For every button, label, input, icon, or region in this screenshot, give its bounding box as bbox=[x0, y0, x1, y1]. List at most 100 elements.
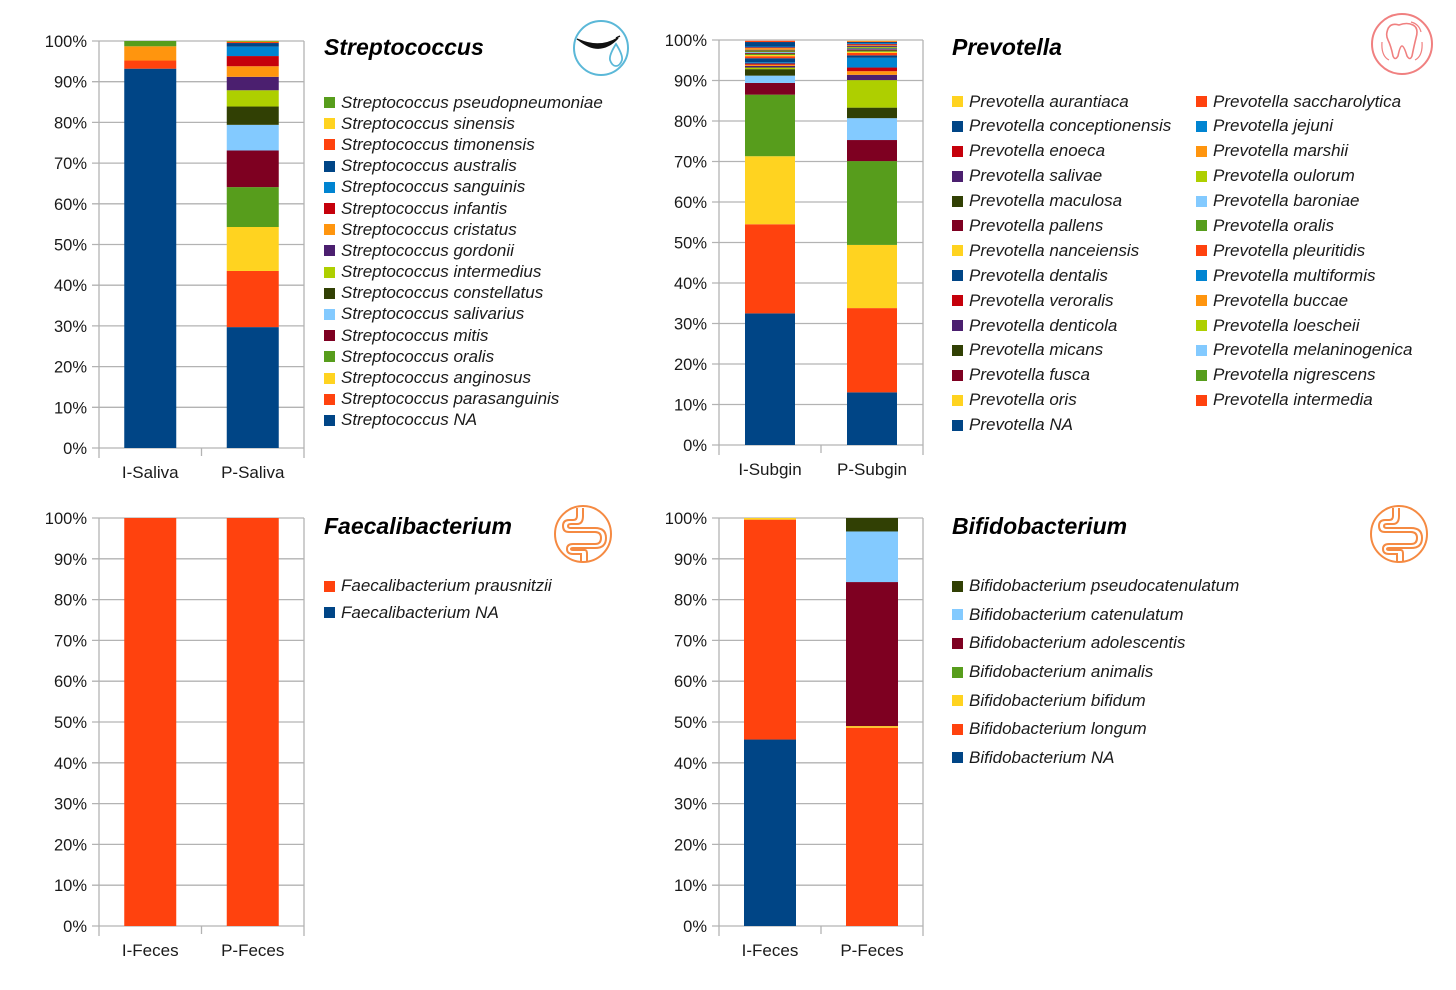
legend-item-faecalibacterium-prausnitzii: Faecalibacterium prausnitzii bbox=[324, 573, 552, 600]
legend-label: Prevotella denticola bbox=[969, 315, 1118, 335]
bar-segment-p-saliva-streptococcus-na bbox=[226, 327, 279, 448]
legend-item-streptococcus-na: Streptococcus NA bbox=[324, 410, 603, 431]
legend-swatch bbox=[952, 170, 963, 182]
legend-item-prevotella-nigrescens: Prevotella nigrescens bbox=[1196, 365, 1412, 385]
y-tick-label: 60% bbox=[54, 673, 87, 691]
bar-segment-i-subgin-prevotella-oulorum bbox=[745, 50, 795, 52]
legend-label: Prevotella conceptionensis bbox=[969, 116, 1172, 136]
legend-item-bifidobacterium-animalis: Bifidobacterium animalis bbox=[952, 658, 1239, 687]
y-tick-label: 0% bbox=[63, 918, 87, 936]
bar-segment-i-subgin-prevotella-na bbox=[745, 313, 795, 445]
legend-label: Bifidobacterium pseudocatenulatum bbox=[969, 576, 1240, 596]
y-tick-label: 40% bbox=[54, 755, 87, 773]
bar-segment-i-subgin-prevotella-denticola bbox=[745, 65, 795, 68]
legend-swatch bbox=[324, 372, 335, 384]
y-tick-label: 30% bbox=[674, 796, 707, 814]
legend-label: Bifidobacterium longum bbox=[969, 719, 1147, 739]
bar-segment-i-subgin-prevotella-pleuritidis bbox=[745, 56, 795, 59]
legend-label: Prevotella saccharolytica bbox=[1213, 91, 1402, 111]
bar-segment-p-saliva-streptococcus-cristatus bbox=[226, 66, 279, 77]
legend-swatch bbox=[952, 295, 963, 307]
y-tick-label: 60% bbox=[54, 196, 87, 214]
y-tick-label: 60% bbox=[674, 673, 707, 691]
y-tick-label: 70% bbox=[54, 632, 87, 650]
legend-swatch bbox=[1196, 220, 1207, 232]
y-tick-label: 80% bbox=[54, 592, 87, 610]
legend-swatch bbox=[324, 393, 335, 405]
bar-segment-i-subgin-prevotella-nigrescens bbox=[745, 94, 795, 157]
legend-swatch bbox=[1196, 145, 1207, 157]
legend-item-streptococcus-oralis: Streptococcus oralis bbox=[324, 346, 603, 367]
legend-swatch bbox=[324, 139, 335, 151]
y-tick-label: 0% bbox=[683, 437, 707, 455]
chart-faecalibacterium: 0% 10% 20% 30% 40% 50% 60% 70% 80% 90% 100% I-Feces… bbox=[45, 510, 305, 960]
legend-swatch bbox=[952, 96, 963, 107]
legend-swatch bbox=[324, 330, 335, 342]
bar-segment-p-feces-bifidobacterium-longum bbox=[846, 727, 898, 926]
legend-swatch bbox=[324, 97, 335, 109]
intestine-icon bbox=[1367, 504, 1431, 569]
legend-item-prevotella-marshii: Prevotella marshii bbox=[1196, 141, 1412, 161]
bar-segment-i-feces-bifidobacterium-longum bbox=[744, 519, 796, 740]
bar-segment-p-feces-bifidobacterium-adolescentis bbox=[846, 582, 898, 727]
legend-swatch bbox=[324, 287, 335, 299]
legend-swatch bbox=[1196, 120, 1207, 132]
legend-label: Bifidobacterium NA bbox=[969, 747, 1115, 767]
bar-segment-p-subgin-prevotella-pleuritidis bbox=[847, 52, 897, 56]
legend-label: Prevotella NA bbox=[969, 415, 1073, 435]
y-tick-label: 50% bbox=[54, 237, 87, 255]
legend-label: Prevotella fusca bbox=[969, 365, 1090, 385]
legend-label: Faecalibacterium prausnitzii bbox=[341, 576, 552, 596]
chart-title: Bifidobacterium bbox=[952, 513, 1128, 539]
legend-label: Prevotella maculosa bbox=[969, 191, 1123, 211]
legend-swatch bbox=[1196, 295, 1207, 307]
legend-item-bifidobacterium-adolescentis: Bifidobacterium adolescentis bbox=[952, 629, 1239, 658]
panel-streptococcus: 0% 10% 20% 30% 40% 50% 60% 70% 80% 90% 100% I-Saliv… bbox=[0, 0, 640, 495]
y-tick-label: 90% bbox=[54, 74, 87, 92]
legend-label: Bifidobacterium bifidum bbox=[969, 690, 1146, 710]
legend-swatch bbox=[952, 344, 963, 356]
bar-segment-p-saliva-streptococcus-infantis bbox=[226, 56, 279, 67]
legend-swatch bbox=[952, 394, 963, 406]
legend-swatch bbox=[952, 245, 963, 257]
bar-segment-p-subgin-prevotella-baroniae bbox=[847, 48, 897, 50]
legend-label: Prevotella aurantiaca bbox=[969, 91, 1129, 111]
legend-item-prevotella-baroniae: Prevotella baroniae bbox=[1196, 191, 1412, 211]
bar-segment-p-subgin-prevotella-jejuni bbox=[847, 43, 897, 45]
y-tick-label: 100% bbox=[45, 33, 88, 51]
y-tick-label: 0% bbox=[683, 918, 707, 936]
bar-segment-p-saliva-streptococcus-constellatus bbox=[226, 106, 279, 125]
bar-segment-p-saliva-streptococcus-anginosus bbox=[226, 226, 279, 271]
legend-label: Prevotella pallens bbox=[969, 215, 1104, 235]
panel-bifidobacterium: 0% 10% 20% 30% 40% 50% 60% 70% 80% 90% 100% I-Feces… bbox=[620, 495, 1456, 990]
x-tick-label: P-Subgin bbox=[837, 460, 907, 479]
bar-segment-i-subgin-prevotella-nanceiensis bbox=[745, 54, 795, 57]
chart-prevotella: 0% 10% 20% 30% 40% 50% 60% 70% 80% 90% 100% I-Subgi… bbox=[665, 32, 924, 479]
chart-bifidobacterium: 0% 10% 20% 30% 40% 50% 60% 70% 80% 90% 100% I-Feces… bbox=[665, 510, 924, 960]
y-tick-label: 10% bbox=[674, 877, 707, 895]
y-tick-label: 50% bbox=[674, 235, 707, 253]
bar-segment-p-subgin-prevotella-conceptionensis bbox=[847, 42, 897, 44]
bar-segment-i-feces-bifidobacterium-bifidum bbox=[744, 518, 796, 520]
legend-swatch bbox=[952, 723, 963, 735]
legend-item-bifidobacterium-pseudocatenulatum: Bifidobacterium pseudocatenulatum bbox=[952, 572, 1239, 601]
legend-item-prevotella-intermedia: Prevotella intermedia bbox=[1196, 390, 1412, 410]
legend-swatch bbox=[952, 752, 963, 764]
legend-swatch bbox=[324, 266, 335, 278]
y-tick-label: 30% bbox=[54, 318, 87, 336]
bar-segment-i-subgin-prevotella-intermedia bbox=[745, 224, 795, 314]
bar-segment-p-saliva-streptococcus-intermedius bbox=[226, 90, 279, 107]
bar-segment-i-feces-faecalibacterium-prausnitzii bbox=[124, 518, 177, 926]
bar-segment-i-subgin-prevotella-salivae bbox=[745, 49, 795, 51]
legend-streptococcus: Streptococcus pseudopneumoniae Streptococ… bbox=[324, 92, 603, 431]
bar-segment-i-saliva-streptococcus-cristatus bbox=[124, 46, 177, 61]
x-tick-label: I-Feces bbox=[122, 941, 179, 960]
bar-segment-p-subgin-prevotella-maculosa bbox=[847, 47, 897, 49]
bar-segment-p-saliva-streptococcus-australis bbox=[226, 43, 279, 47]
bar-segment-i-subgin-prevotella-oris bbox=[745, 156, 795, 225]
legend-item-streptococcus-cristatus: Streptococcus cristatus bbox=[324, 219, 603, 240]
legend-item-streptococcus-salivarius: Streptococcus salivarius bbox=[324, 304, 603, 325]
legend-item-prevotella-loescheii: Prevotella loescheii bbox=[1196, 316, 1412, 335]
bar-segment-p-saliva-streptococcus-timonensis bbox=[226, 41, 279, 44]
legend-swatch bbox=[1196, 394, 1207, 406]
